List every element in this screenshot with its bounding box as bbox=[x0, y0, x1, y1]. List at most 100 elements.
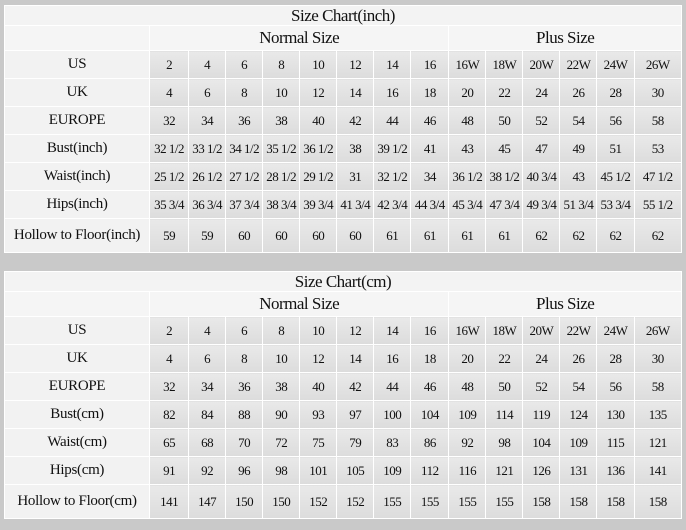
size-cell: 12 bbox=[299, 344, 338, 373]
size-cell: 39 1/2 bbox=[373, 134, 412, 163]
size-cell: 41 bbox=[410, 134, 450, 163]
size-cell: 43 bbox=[559, 162, 598, 191]
size-cell: 32 bbox=[149, 372, 190, 401]
size-cell: 45 1/2 bbox=[596, 162, 635, 191]
row-label: Waist(inch) bbox=[3, 162, 151, 191]
corner-cell bbox=[3, 291, 151, 317]
size-cell: 8 bbox=[225, 344, 264, 373]
size-cell: 49 3/4 bbox=[522, 190, 561, 219]
size-cell: 62 bbox=[559, 218, 598, 253]
row-label: UK bbox=[3, 78, 151, 107]
size-cell: 37 3/4 bbox=[225, 190, 264, 219]
size-cell: 20 bbox=[448, 344, 487, 373]
size-cell: 6 bbox=[225, 50, 264, 79]
table-row: UK 4 6 8 10 12 14 16 18 20 22 24 26 28 30 bbox=[3, 344, 682, 373]
size-cell: 59 bbox=[149, 218, 190, 253]
size-cell: 10 bbox=[299, 50, 338, 79]
row-label: US bbox=[3, 50, 151, 79]
row-label: Hips(inch) bbox=[3, 190, 151, 219]
size-cell: 33 1/2 bbox=[188, 134, 227, 163]
size-cell: 54 bbox=[559, 372, 598, 401]
size-cell: 60 bbox=[336, 218, 375, 253]
size-cell: 65 bbox=[149, 428, 190, 457]
size-cell: 18W bbox=[485, 316, 524, 345]
size-cell: 25 1/2 bbox=[149, 162, 190, 191]
size-cell: 28 bbox=[596, 344, 635, 373]
title-row: Size Chart(cm) bbox=[4, 271, 682, 292]
size-cell: 52 bbox=[522, 106, 561, 135]
size-cell: 62 bbox=[522, 218, 561, 253]
plus-size-header: Plus Size bbox=[448, 291, 682, 317]
size-cell: 47 bbox=[522, 134, 561, 163]
size-cell: 135 bbox=[633, 400, 682, 429]
size-cell: 50 bbox=[485, 372, 524, 401]
size-cell: 58 bbox=[633, 106, 682, 135]
size-cell: 60 bbox=[262, 218, 301, 253]
size-cell: 20 bbox=[448, 78, 487, 107]
size-cell: 48 bbox=[448, 106, 487, 135]
size-cell: 84 bbox=[188, 400, 227, 429]
size-cell: 35 1/2 bbox=[262, 134, 301, 163]
size-cell: 26 bbox=[559, 344, 598, 373]
size-cell: 32 1/2 bbox=[373, 162, 412, 191]
size-cell: 70 bbox=[225, 428, 264, 457]
size-cell: 98 bbox=[262, 456, 301, 485]
size-cell: 24W bbox=[596, 316, 635, 345]
size-cell: 10 bbox=[262, 78, 301, 107]
size-cell: 72 bbox=[262, 428, 301, 457]
size-cell: 112 bbox=[410, 456, 450, 485]
size-cell: 61 bbox=[485, 218, 524, 253]
size-cell: 36 bbox=[225, 106, 264, 135]
size-cell: 51 3/4 bbox=[559, 190, 598, 219]
size-cell: 24W bbox=[596, 50, 635, 79]
size-cell: 12 bbox=[336, 316, 375, 345]
size-cell: 97 bbox=[336, 400, 375, 429]
size-cell: 22 bbox=[485, 344, 524, 373]
size-cell: 61 bbox=[448, 218, 487, 253]
size-cell: 158 bbox=[596, 484, 635, 519]
size-cell: 28 1/2 bbox=[262, 162, 301, 191]
size-cell: 14 bbox=[373, 50, 412, 79]
size-cell: 124 bbox=[559, 400, 598, 429]
size-cell: 60 bbox=[225, 218, 264, 253]
size-cell: 121 bbox=[485, 456, 524, 485]
size-cell: 88 bbox=[225, 400, 264, 429]
size-cell: 38 1/2 bbox=[485, 162, 524, 191]
size-cell: 26W bbox=[633, 316, 682, 345]
row-label: UK bbox=[3, 344, 151, 373]
size-cell: 36 1/2 bbox=[299, 134, 338, 163]
size-cell: 26 1/2 bbox=[188, 162, 227, 191]
size-cell: 18 bbox=[410, 78, 450, 107]
size-cell: 20W bbox=[522, 50, 561, 79]
size-cell: 49 bbox=[559, 134, 598, 163]
size-cell: 32 1/2 bbox=[149, 134, 190, 163]
row-label: Hollow to Floor(cm) bbox=[3, 484, 151, 519]
size-cell: 50 bbox=[485, 106, 524, 135]
size-cell: 152 bbox=[336, 484, 375, 519]
size-cell: 16W bbox=[448, 50, 487, 79]
size-cell: 96 bbox=[225, 456, 264, 485]
size-cell: 6 bbox=[188, 344, 227, 373]
row-label: Bust(inch) bbox=[3, 134, 151, 163]
size-cell: 16W bbox=[448, 316, 487, 345]
table-row: EUROPE 32 34 36 38 40 42 44 46 48 50 52 54 56 58 bbox=[3, 106, 682, 135]
size-cell: 34 bbox=[410, 162, 450, 191]
size-cell: 46 bbox=[410, 106, 450, 135]
size-cell: 141 bbox=[149, 484, 190, 519]
size-cell: 92 bbox=[448, 428, 487, 457]
size-cell: 34 1/2 bbox=[225, 134, 264, 163]
size-cell: 42 3/4 bbox=[373, 190, 412, 219]
size-cell: 36 3/4 bbox=[188, 190, 227, 219]
size-cell: 121 bbox=[633, 428, 682, 457]
size-cell: 119 bbox=[522, 400, 561, 429]
table-row: Bust(cm) 82 84 88 90 93 97 100 104 109 114 119 124 13… bbox=[3, 400, 682, 429]
size-cell: 105 bbox=[336, 456, 375, 485]
size-cell: 109 bbox=[373, 456, 412, 485]
size-cell: 36 1/2 bbox=[448, 162, 487, 191]
size-cell: 34 bbox=[188, 106, 227, 135]
row-label: Hollow to Floor(inch) bbox=[3, 218, 151, 253]
row-label: EUROPE bbox=[3, 372, 151, 401]
size-cell: 114 bbox=[485, 400, 524, 429]
size-cell: 44 3/4 bbox=[410, 190, 450, 219]
size-cell: 56 bbox=[596, 372, 635, 401]
